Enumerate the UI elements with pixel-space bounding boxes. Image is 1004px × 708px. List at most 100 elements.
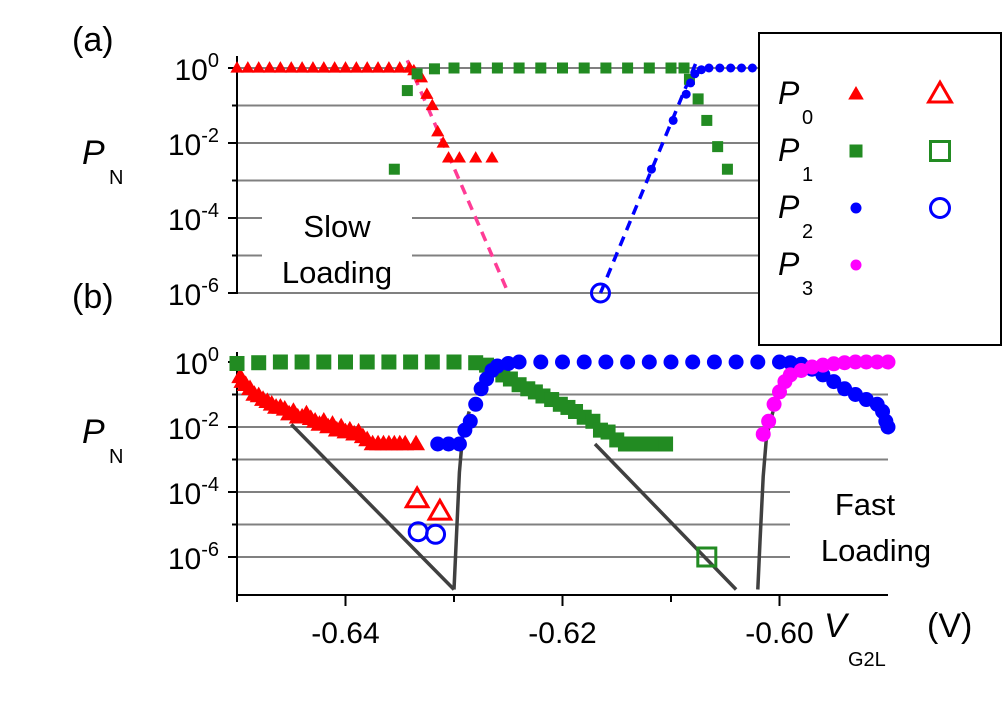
data-point-p1 [692, 93, 704, 105]
data-point-p2 [533, 354, 549, 370]
y-tick-label: 10-2 [168, 409, 219, 446]
data-point-p2 [555, 354, 570, 370]
data-point-p1 [557, 62, 568, 74]
open-point-p0 [403, 485, 431, 509]
panel-b-y-ticks: 100 10-2 10-4 10-6 [168, 344, 237, 576]
data-point-p2 [826, 374, 842, 390]
data-point-p2 [620, 354, 636, 370]
data-point-p2 [726, 63, 736, 73]
data-point-p2 [704, 63, 714, 73]
data-point-p3 [880, 354, 896, 370]
x-tick-label: -0.60 [745, 617, 813, 650]
y-tick-label: 10-2 [168, 125, 219, 162]
data-point-p1 [272, 354, 288, 370]
data-point-p3 [837, 355, 853, 371]
fit-line [598, 59, 699, 294]
data-point-p2 [511, 354, 527, 370]
data-point-p0 [317, 61, 331, 73]
data-point-p2 [715, 63, 725, 73]
data-point-p3 [869, 354, 885, 370]
data-point-p2 [598, 354, 614, 370]
panel-a-y-ticks: 100 10-2 10-4 10-6 [168, 50, 237, 312]
data-point-p2 [430, 436, 446, 452]
data-point-p3 [755, 426, 771, 442]
data-point-p1 [294, 354, 310, 370]
data-point-p1 [600, 62, 612, 74]
data-point-p3 [826, 356, 842, 372]
panel-b-x-ticks: -0.64 -0.62 -0.60 [236, 595, 814, 650]
data-point-p2 [468, 396, 484, 412]
data-point-p2 [686, 78, 696, 88]
data-point-p1 [359, 354, 375, 370]
data-point-p1 [316, 354, 332, 370]
open-point-p2 [589, 282, 611, 304]
panel-b-annotation-bg [790, 480, 950, 572]
data-point-p1 [658, 436, 674, 452]
y-tick-label: 10-4 [168, 200, 219, 237]
legend-label-p3: P [778, 246, 800, 282]
x-axis-unit: (V) [927, 607, 972, 645]
data-point-p2 [737, 63, 747, 73]
data-point-p2 [750, 354, 766, 370]
data-point-p1 [403, 354, 419, 370]
data-point-p1 [665, 62, 677, 74]
data-point-p3 [858, 354, 874, 370]
data-point-p2 [668, 115, 678, 125]
data-point-p0 [441, 151, 456, 163]
data-point-p2 [880, 419, 896, 435]
legend-label-p0: P [778, 75, 800, 111]
fit-line [290, 423, 456, 591]
data-point-p0 [349, 61, 363, 73]
data-point-p1 [513, 62, 525, 74]
data-point-p0 [262, 61, 277, 73]
data-point-p1 [338, 354, 353, 370]
data-point-p1 [448, 62, 460, 74]
y-tick-label: 100 [175, 344, 220, 381]
legend-marker-open-p1 [929, 140, 951, 162]
data-point-p1 [428, 63, 440, 75]
data-point-p3 [766, 396, 782, 412]
data-point-p2 [685, 354, 701, 370]
data-point-p0 [241, 61, 255, 73]
data-point-p2 [728, 354, 744, 370]
y-tick-label: 10-4 [168, 474, 219, 511]
data-point-p2 [451, 436, 467, 452]
legend-label-sub: 0 [802, 107, 813, 129]
data-point-p1 [251, 355, 267, 371]
open-point-p2 [425, 523, 447, 545]
panel-a-y-label-sub: N [109, 167, 123, 189]
legend-marker-open-p0 [926, 79, 954, 104]
panel-b-label: (b) [72, 278, 114, 316]
legend-marker-filled-p1 [849, 144, 863, 158]
legend-label-sub: 2 [802, 221, 813, 243]
data-point-p0 [230, 61, 244, 73]
data-point-p1 [388, 163, 400, 175]
fit-line [593, 442, 738, 591]
data-point-p0 [295, 61, 309, 73]
data-point-p0 [252, 61, 266, 73]
legend-box [758, 32, 1002, 346]
data-point-p1 [411, 68, 423, 80]
data-point-p1 [701, 114, 713, 126]
data-point-p1 [578, 62, 590, 74]
y-tick-label: 10-6 [168, 539, 219, 576]
panel-a-open-markers [589, 282, 611, 304]
panel-b-y-label: P [82, 413, 105, 451]
panel-a: 100 10-2 10-4 10-6 (a) P N Slow Loading [72, 21, 888, 312]
data-point-p0 [393, 61, 407, 73]
data-point-p1 [470, 62, 482, 74]
panel-a-y-label: P [82, 134, 105, 172]
x-axis-label-sub: G2L [848, 649, 886, 671]
data-point-p0 [338, 61, 353, 73]
panel-b-y-label-sub: N [109, 446, 123, 468]
data-point-p1 [678, 62, 690, 74]
data-point-p2 [772, 354, 787, 370]
legend-label-p1: P [778, 132, 800, 168]
legend-label-sub: 3 [802, 278, 813, 300]
fit-line [405, 59, 510, 294]
data-point-p0 [328, 61, 342, 73]
data-point-p1 [229, 355, 245, 371]
data-point-p2 [462, 413, 478, 429]
